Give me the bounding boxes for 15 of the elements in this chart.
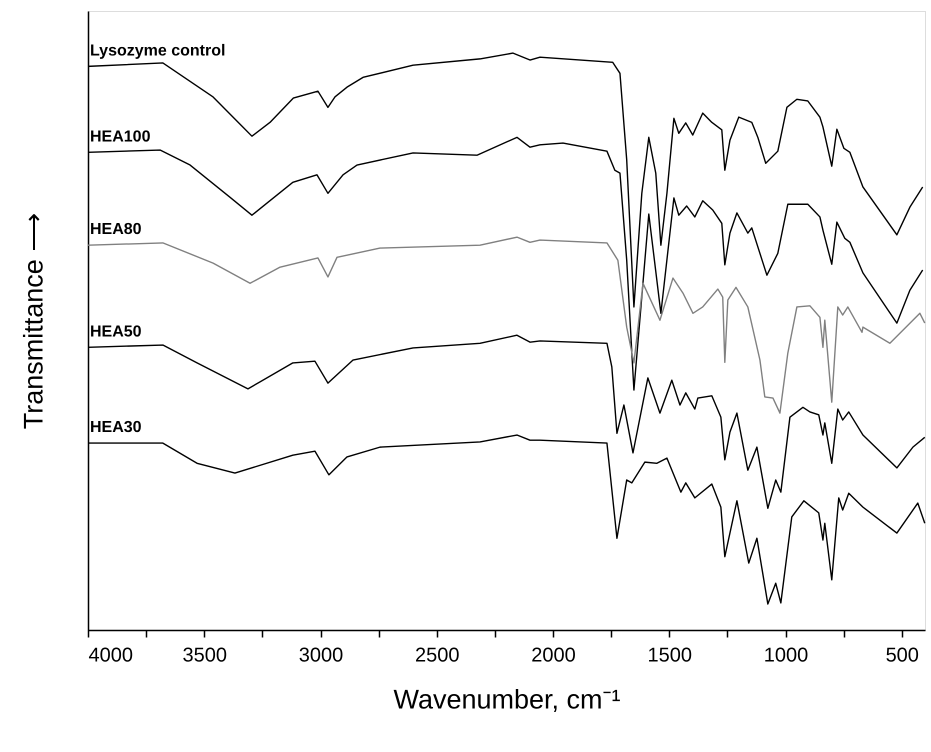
x-tick-label: 2000 — [531, 644, 576, 666]
series-label: Lysozyme control — [90, 42, 226, 60]
series-label: HEA30 — [90, 419, 142, 436]
x-tick-label: 3000 — [298, 644, 344, 666]
x-tick-label: 1500 — [648, 644, 692, 666]
x-tick-label: 2500 — [415, 644, 460, 666]
x-tick-label: 1000 — [764, 644, 808, 666]
y-axis-title: Transmittance ⟶ — [18, 212, 48, 430]
x-tick-label: 3500 — [182, 644, 227, 666]
x-tick-label: 4000 — [88, 644, 133, 666]
x-axis-title: Wavenumber, cm⁻¹ — [393, 684, 621, 714]
series-label: HEA80 — [90, 221, 142, 238]
x-tick-label: 500 — [886, 644, 919, 666]
series-label: HEA50 — [90, 323, 142, 340]
series-label: HEA100 — [90, 128, 151, 146]
